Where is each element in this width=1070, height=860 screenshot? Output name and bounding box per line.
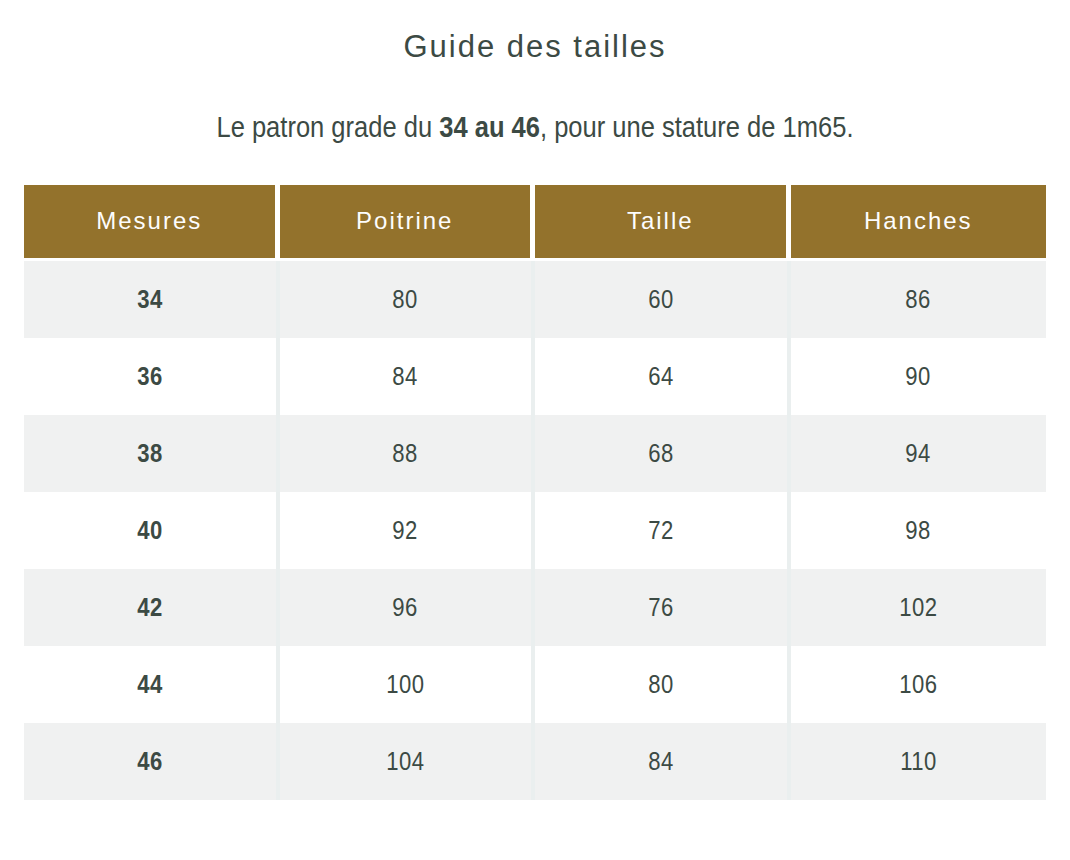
header-row: Mesures Poitrine Taille Hanches — [24, 185, 1046, 261]
hanches-cell: 90 — [791, 338, 1047, 415]
column-header-taille: Taille — [535, 185, 791, 261]
hanches-cell: 86 — [791, 261, 1047, 338]
taille-cell: 84 — [535, 723, 791, 800]
hanches-cell: 106 — [791, 646, 1047, 723]
subtitle-prefix: Le patron grade du — [216, 111, 439, 143]
taille-cell: 72 — [535, 492, 791, 569]
taille-cell: 64 — [535, 338, 791, 415]
poitrine-cell: 88 — [280, 415, 536, 492]
subtitle-suffix: , pour une stature de 1m65. — [540, 111, 854, 143]
table-row: 44 100 80 106 — [24, 646, 1046, 723]
page-title: Guide des tailles — [0, 30, 1070, 64]
size-cell: 36 — [24, 338, 280, 415]
taille-cell: 68 — [535, 415, 791, 492]
size-cell: 44 — [24, 646, 280, 723]
poitrine-cell: 92 — [280, 492, 536, 569]
column-header-hanches: Hanches — [791, 185, 1047, 261]
subtitle-text: Le patron grade du 34 au 46, pour une st… — [216, 112, 853, 144]
taille-cell: 80 — [535, 646, 791, 723]
size-table: Mesures Poitrine Taille Hanches 34 80 60… — [24, 185, 1046, 800]
hanches-cell: 98 — [791, 492, 1047, 569]
table-row: 46 104 84 110 — [24, 723, 1046, 800]
hanches-cell: 102 — [791, 569, 1047, 646]
taille-cell: 60 — [535, 261, 791, 338]
table-row: 42 96 76 102 — [24, 569, 1046, 646]
table-row: 34 80 60 86 — [24, 261, 1046, 338]
column-header-mesures: Mesures — [24, 185, 280, 261]
poitrine-cell: 80 — [280, 261, 536, 338]
size-cell: 38 — [24, 415, 280, 492]
poitrine-cell: 100 — [280, 646, 536, 723]
size-cell: 40 — [24, 492, 280, 569]
size-table-header: Mesures Poitrine Taille Hanches — [24, 185, 1046, 261]
hanches-cell: 94 — [791, 415, 1047, 492]
size-table-body: 34 80 60 86 36 84 64 90 38 88 68 94 40 9… — [24, 261, 1046, 800]
table-row: 36 84 64 90 — [24, 338, 1046, 415]
poitrine-cell: 84 — [280, 338, 536, 415]
poitrine-cell: 104 — [280, 723, 536, 800]
hanches-cell: 110 — [791, 723, 1047, 800]
size-cell: 46 — [24, 723, 280, 800]
size-guide-page: Guide des tailles Le patron grade du 34 … — [0, 30, 1070, 800]
taille-cell: 76 — [535, 569, 791, 646]
column-header-poitrine: Poitrine — [280, 185, 536, 261]
poitrine-cell: 96 — [280, 569, 536, 646]
size-cell: 42 — [24, 569, 280, 646]
subtitle-size-range: 34 au 46 — [439, 111, 540, 143]
table-row: 40 92 72 98 — [24, 492, 1046, 569]
size-cell: 34 — [24, 261, 280, 338]
table-row: 38 88 68 94 — [24, 415, 1046, 492]
subtitle: Le patron grade du 34 au 46, pour une st… — [0, 112, 1070, 144]
